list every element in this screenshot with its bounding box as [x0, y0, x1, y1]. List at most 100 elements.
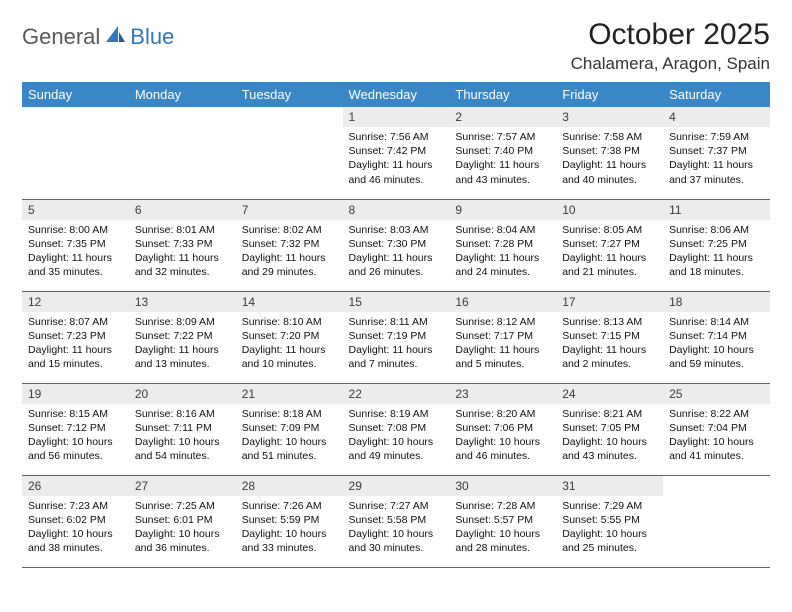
sunrise-line: Sunrise: 8:04 AM: [455, 223, 550, 237]
day-details: Sunrise: 8:15 AMSunset: 7:12 PMDaylight:…: [22, 404, 129, 468]
sunset-line: Sunset: 7:42 PM: [349, 144, 444, 158]
calendar-day-cell: 1Sunrise: 7:56 AMSunset: 7:42 PMDaylight…: [343, 107, 450, 199]
day-details: Sunrise: 7:59 AMSunset: 7:37 PMDaylight:…: [663, 127, 770, 191]
daylight-line: Daylight: 11 hours and 7 minutes.: [349, 343, 444, 371]
sunset-line: Sunset: 7:04 PM: [669, 421, 764, 435]
sunset-line: Sunset: 7:15 PM: [562, 329, 657, 343]
sunrise-line: Sunrise: 8:12 AM: [455, 315, 550, 329]
sunrise-line: Sunrise: 7:27 AM: [349, 499, 444, 513]
day-number: 12: [22, 292, 129, 312]
daylight-line: Daylight: 10 hours and 28 minutes.: [455, 527, 550, 555]
weekday-header: Monday: [129, 82, 236, 107]
calendar-table: Sunday Monday Tuesday Wednesday Thursday…: [22, 82, 770, 568]
brand-part2: Blue: [130, 24, 174, 50]
daylight-line: Daylight: 11 hours and 18 minutes.: [669, 251, 764, 279]
day-number: 27: [129, 476, 236, 496]
calendar-day-cell: 9Sunrise: 8:04 AMSunset: 7:28 PMDaylight…: [449, 199, 556, 291]
calendar-day-cell: 5Sunrise: 8:00 AMSunset: 7:35 PMDaylight…: [22, 199, 129, 291]
sunset-line: Sunset: 7:14 PM: [669, 329, 764, 343]
daylight-line: Daylight: 11 hours and 35 minutes.: [28, 251, 123, 279]
day-details: Sunrise: 8:02 AMSunset: 7:32 PMDaylight:…: [236, 220, 343, 284]
sunrise-line: Sunrise: 8:15 AM: [28, 407, 123, 421]
calendar-day-cell: 31Sunrise: 7:29 AMSunset: 5:55 PMDayligh…: [556, 475, 663, 567]
day-details: Sunrise: 8:12 AMSunset: 7:17 PMDaylight:…: [449, 312, 556, 376]
sunrise-line: Sunrise: 8:10 AM: [242, 315, 337, 329]
day-details: Sunrise: 8:13 AMSunset: 7:15 PMDaylight:…: [556, 312, 663, 376]
calendar-day-cell: [129, 107, 236, 199]
calendar-day-cell: [22, 107, 129, 199]
calendar-day-cell: 23Sunrise: 8:20 AMSunset: 7:06 PMDayligh…: [449, 383, 556, 475]
day-details: Sunrise: 7:58 AMSunset: 7:38 PMDaylight:…: [556, 127, 663, 191]
calendar-day-cell: 12Sunrise: 8:07 AMSunset: 7:23 PMDayligh…: [22, 291, 129, 383]
sunset-line: Sunset: 7:09 PM: [242, 421, 337, 435]
day-number: 28: [236, 476, 343, 496]
calendar-week-row: 26Sunrise: 7:23 AMSunset: 6:02 PMDayligh…: [22, 475, 770, 567]
sunrise-line: Sunrise: 8:16 AM: [135, 407, 230, 421]
daylight-line: Daylight: 11 hours and 43 minutes.: [455, 158, 550, 186]
daylight-line: Daylight: 10 hours and 36 minutes.: [135, 527, 230, 555]
day-details: Sunrise: 7:29 AMSunset: 5:55 PMDaylight:…: [556, 496, 663, 560]
sunset-line: Sunset: 7:38 PM: [562, 144, 657, 158]
weekday-header-row: Sunday Monday Tuesday Wednesday Thursday…: [22, 82, 770, 107]
sunrise-line: Sunrise: 7:23 AM: [28, 499, 123, 513]
calendar-day-cell: 24Sunrise: 8:21 AMSunset: 7:05 PMDayligh…: [556, 383, 663, 475]
day-number: 30: [449, 476, 556, 496]
sunset-line: Sunset: 7:12 PM: [28, 421, 123, 435]
day-details: Sunrise: 7:26 AMSunset: 5:59 PMDaylight:…: [236, 496, 343, 560]
daylight-line: Daylight: 10 hours and 56 minutes.: [28, 435, 123, 463]
day-number: 17: [556, 292, 663, 312]
day-details: Sunrise: 8:21 AMSunset: 7:05 PMDaylight:…: [556, 404, 663, 468]
day-number: 24: [556, 384, 663, 404]
day-details: Sunrise: 8:22 AMSunset: 7:04 PMDaylight:…: [663, 404, 770, 468]
day-details: Sunrise: 7:28 AMSunset: 5:57 PMDaylight:…: [449, 496, 556, 560]
daylight-line: Daylight: 10 hours and 33 minutes.: [242, 527, 337, 555]
day-details: Sunrise: 7:56 AMSunset: 7:42 PMDaylight:…: [343, 127, 450, 191]
day-number: 4: [663, 107, 770, 127]
weekday-header: Thursday: [449, 82, 556, 107]
sunset-line: Sunset: 7:30 PM: [349, 237, 444, 251]
calendar-day-cell: 16Sunrise: 8:12 AMSunset: 7:17 PMDayligh…: [449, 291, 556, 383]
sunset-line: Sunset: 5:57 PM: [455, 513, 550, 527]
calendar-day-cell: 11Sunrise: 8:06 AMSunset: 7:25 PMDayligh…: [663, 199, 770, 291]
day-details: Sunrise: 8:05 AMSunset: 7:27 PMDaylight:…: [556, 220, 663, 284]
day-number: 22: [343, 384, 450, 404]
day-number: 13: [129, 292, 236, 312]
calendar-day-cell: 22Sunrise: 8:19 AMSunset: 7:08 PMDayligh…: [343, 383, 450, 475]
day-number: 3: [556, 107, 663, 127]
calendar-day-cell: 18Sunrise: 8:14 AMSunset: 7:14 PMDayligh…: [663, 291, 770, 383]
sunset-line: Sunset: 7:33 PM: [135, 237, 230, 251]
sunset-line: Sunset: 7:25 PM: [669, 237, 764, 251]
sail-icon: [104, 24, 126, 50]
day-details: Sunrise: 8:09 AMSunset: 7:22 PMDaylight:…: [129, 312, 236, 376]
day-number: 14: [236, 292, 343, 312]
calendar-week-row: 5Sunrise: 8:00 AMSunset: 7:35 PMDaylight…: [22, 199, 770, 291]
day-number: 29: [343, 476, 450, 496]
calendar-day-cell: 30Sunrise: 7:28 AMSunset: 5:57 PMDayligh…: [449, 475, 556, 567]
brand-part1: General: [22, 24, 100, 50]
day-number: 23: [449, 384, 556, 404]
sunset-line: Sunset: 7:08 PM: [349, 421, 444, 435]
title-block: October 2025 Chalamera, Aragon, Spain: [571, 18, 770, 74]
weekday-header: Sunday: [22, 82, 129, 107]
calendar-day-cell: 19Sunrise: 8:15 AMSunset: 7:12 PMDayligh…: [22, 383, 129, 475]
daylight-line: Daylight: 11 hours and 40 minutes.: [562, 158, 657, 186]
daylight-line: Daylight: 10 hours and 59 minutes.: [669, 343, 764, 371]
calendar-day-cell: 29Sunrise: 7:27 AMSunset: 5:58 PMDayligh…: [343, 475, 450, 567]
calendar-day-cell: 14Sunrise: 8:10 AMSunset: 7:20 PMDayligh…: [236, 291, 343, 383]
daylight-line: Daylight: 11 hours and 2 minutes.: [562, 343, 657, 371]
day-number: 7: [236, 200, 343, 220]
day-number: 31: [556, 476, 663, 496]
calendar-day-cell: 20Sunrise: 8:16 AMSunset: 7:11 PMDayligh…: [129, 383, 236, 475]
day-details: Sunrise: 8:01 AMSunset: 7:33 PMDaylight:…: [129, 220, 236, 284]
daylight-line: Daylight: 11 hours and 13 minutes.: [135, 343, 230, 371]
daylight-line: Daylight: 10 hours and 49 minutes.: [349, 435, 444, 463]
daylight-line: Daylight: 10 hours and 38 minutes.: [28, 527, 123, 555]
calendar-day-cell: 21Sunrise: 8:18 AMSunset: 7:09 PMDayligh…: [236, 383, 343, 475]
daylight-line: Daylight: 11 hours and 21 minutes.: [562, 251, 657, 279]
sunset-line: Sunset: 6:01 PM: [135, 513, 230, 527]
calendar-day-cell: 8Sunrise: 8:03 AMSunset: 7:30 PMDaylight…: [343, 199, 450, 291]
day-details: Sunrise: 8:14 AMSunset: 7:14 PMDaylight:…: [663, 312, 770, 376]
day-number: 19: [22, 384, 129, 404]
weekday-header: Friday: [556, 82, 663, 107]
sunset-line: Sunset: 7:19 PM: [349, 329, 444, 343]
